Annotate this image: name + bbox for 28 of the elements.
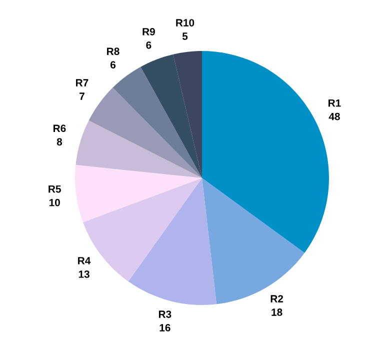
- data-label: 6: [110, 61, 116, 69]
- slice-label: R4: [78, 257, 91, 264]
- data-label: 48: [328, 112, 340, 120]
- pie-slice: [140, 54, 202, 178]
- slice-label: R1: [328, 99, 341, 107]
- pie-slice: [88, 88, 202, 178]
- slice-label: R10: [176, 19, 194, 26]
- slice-label: R6: [54, 124, 66, 132]
- slice-label: R9: [142, 28, 155, 36]
- slice-label: R8: [107, 48, 120, 56]
- data-label: 13: [78, 270, 90, 278]
- pie-slice: [202, 51, 329, 253]
- pie-slice: [112, 66, 202, 178]
- pie-slice: [128, 178, 217, 305]
- data-label: 10: [49, 198, 60, 206]
- pie-slice: [76, 120, 202, 178]
- slice-label: R3: [158, 310, 172, 318]
- data-label: 6: [146, 41, 152, 49]
- pie-slice: [202, 178, 305, 304]
- data-label: 5: [182, 32, 188, 40]
- data-label: 16: [160, 324, 170, 332]
- data-label: 8: [56, 138, 62, 146]
- data-label: 18: [272, 308, 282, 316]
- slice-label: R2: [270, 295, 284, 302]
- pie-slice: [75, 164, 202, 222]
- slice-label: R7: [76, 79, 88, 86]
- data-label: 7: [80, 92, 84, 100]
- slice-label: R5: [48, 185, 61, 193]
